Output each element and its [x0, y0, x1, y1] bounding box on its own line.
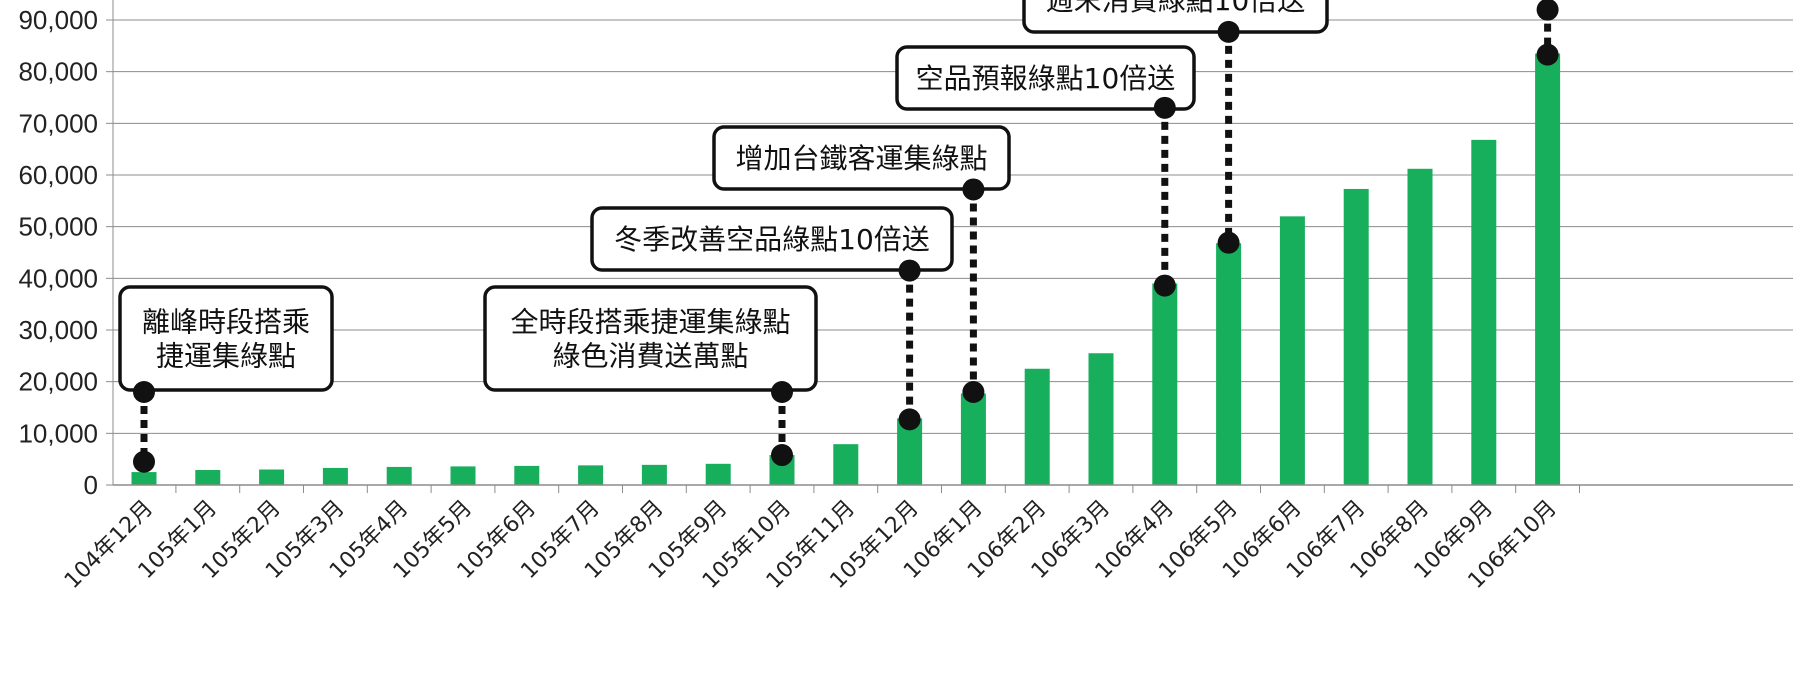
annotation-label: 週末消費綠點10倍送 — [1046, 0, 1306, 17]
bar — [833, 444, 859, 485]
y-tick-label: 60,000 — [18, 160, 98, 190]
y-tick-label: 20,000 — [18, 367, 98, 397]
annotation-label: 空品預報綠點10倍送 — [916, 62, 1176, 95]
annotation-dot — [133, 381, 155, 403]
bar — [514, 465, 540, 485]
annotation-label: 冬季改善空品綠點10倍送 — [614, 223, 930, 256]
annotation-box — [483, 285, 818, 392]
annotation-box — [118, 285, 334, 392]
y-axis: 0 10,000 20,000 30,000 40,000 50,000 60,000 70,… — [18, 0, 114, 500]
bar — [322, 467, 348, 485]
bar — [705, 463, 731, 485]
bar — [641, 464, 667, 485]
y-tick-label: 10,000 — [18, 418, 98, 448]
annotation-dot — [962, 178, 985, 201]
annotation-box — [712, 125, 1011, 191]
annotation-label: 捷運集綠點 — [156, 340, 296, 373]
annotation-dot — [1217, 231, 1240, 254]
annotation-dot — [1217, 20, 1240, 43]
y-tick-label: 70,000 — [18, 108, 98, 138]
bar — [1216, 243, 1242, 485]
annotation-label: 離峰時段搭乘 — [142, 306, 310, 339]
annotation-dot — [1536, 0, 1559, 21]
bar — [578, 465, 604, 485]
x-axis: 104年12月105年1月105年2月105年3月105年4月105年5月105… — [60, 484, 1793, 594]
y-tick-label: 30,000 — [18, 315, 98, 345]
annotation-dot — [771, 444, 793, 467]
annotation-label: 綠色消費送萬點 — [552, 340, 748, 373]
x-tick-label: 104年12月 — [60, 496, 158, 594]
bar — [1152, 283, 1178, 485]
bar — [386, 466, 412, 485]
annotation-dot — [1153, 274, 1176, 297]
annotation-dot — [1536, 43, 1559, 66]
bar — [131, 472, 157, 485]
bar — [1407, 168, 1433, 486]
bar — [195, 470, 221, 485]
annotation-dot — [133, 450, 155, 473]
bar — [1535, 53, 1561, 485]
annotation-box — [895, 45, 1196, 111]
y-tick-label: 0 — [84, 470, 98, 500]
bar — [1024, 368, 1050, 485]
bar — [960, 393, 986, 485]
y-tick-label: 90,000 — [18, 5, 98, 35]
annotation-dot — [962, 381, 985, 403]
y-tick-label: 80,000 — [18, 57, 98, 87]
y-tick-label: 50,000 — [18, 212, 98, 242]
bar — [1343, 188, 1369, 485]
bar — [1088, 353, 1114, 485]
y-tick-label: 40,000 — [18, 263, 98, 293]
annotation-box — [1022, 0, 1329, 34]
annotation-dot — [898, 259, 921, 282]
bar — [259, 469, 285, 485]
annotation-dot — [771, 381, 793, 403]
annotation-dot — [898, 408, 921, 431]
annotation-dot — [1153, 96, 1176, 119]
annotation-box — [590, 206, 954, 272]
bar — [450, 466, 476, 485]
annotation-label: 全時段搭乘捷運集綠點 — [510, 306, 790, 339]
annotation-label: 增加台鐵客運集綠點 — [735, 142, 987, 175]
bar — [1471, 139, 1497, 485]
bar — [1279, 216, 1305, 486]
